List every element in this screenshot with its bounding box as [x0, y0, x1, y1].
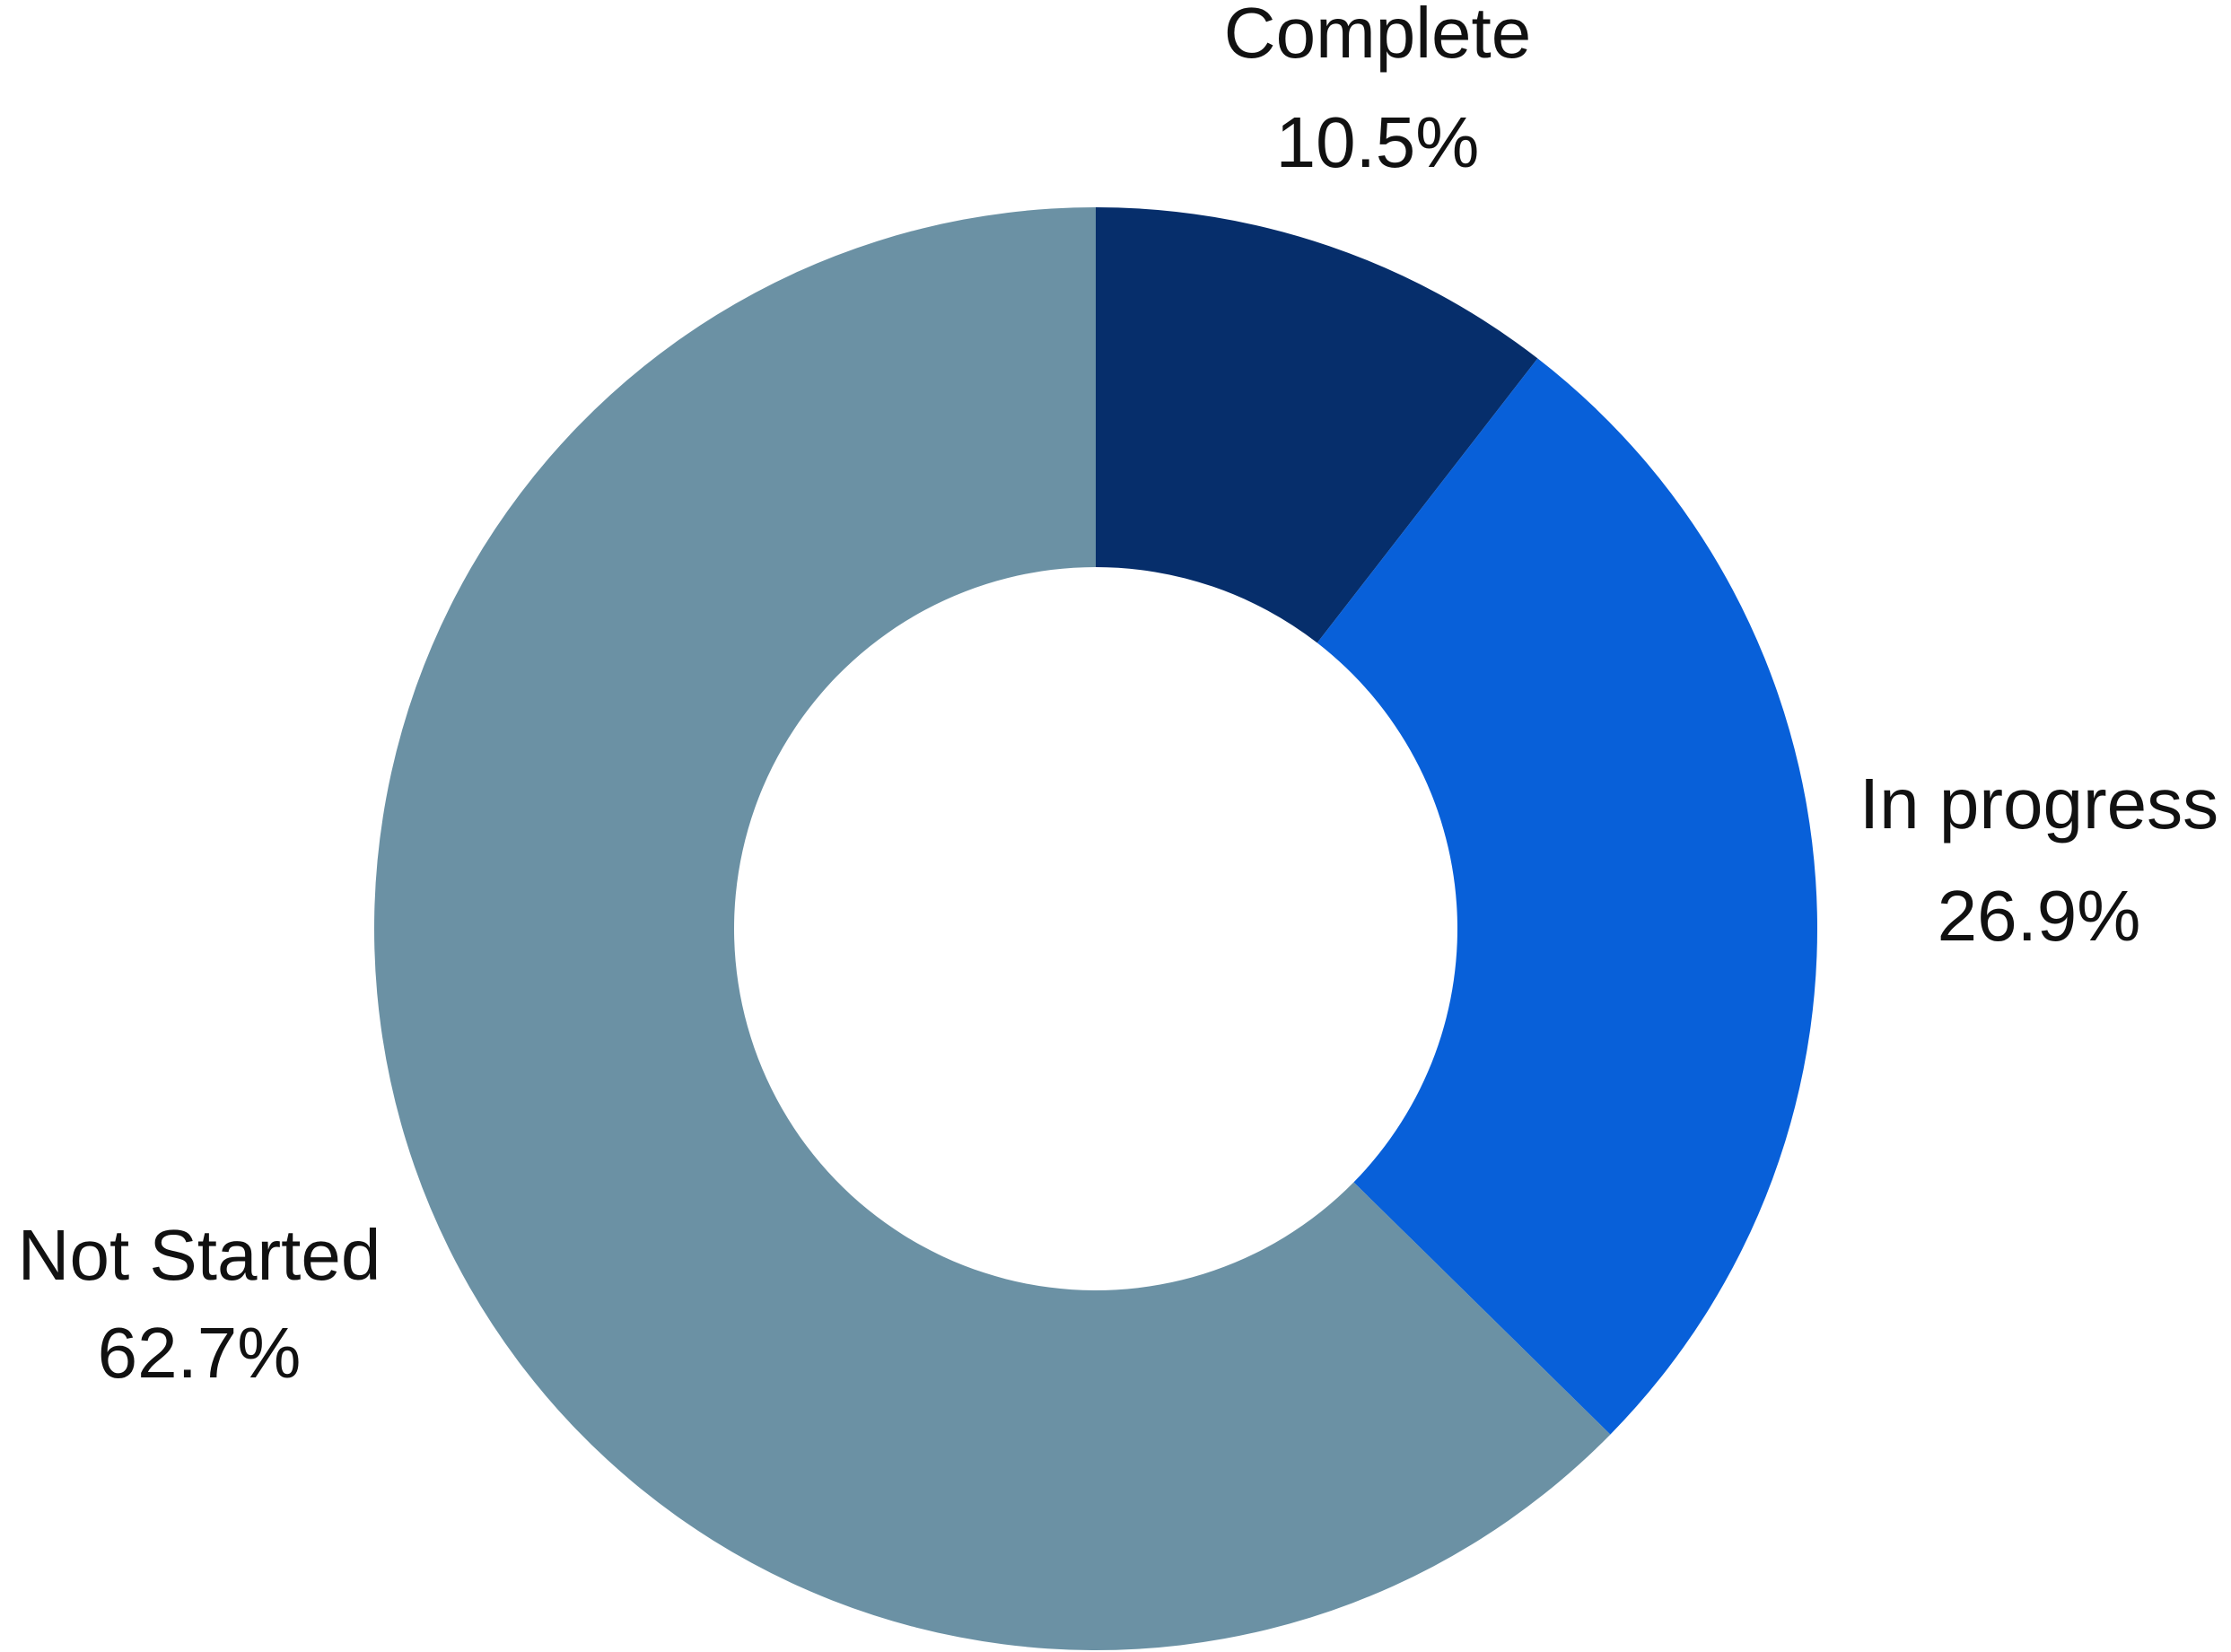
donut-slice: [1317, 358, 1817, 1435]
slice-label: In progress: [1859, 764, 2218, 843]
slice-value-label: 10.5%: [1276, 102, 1480, 182]
slice-label: Not Started: [18, 1215, 381, 1295]
slice-value-label: 62.7%: [98, 1313, 302, 1393]
donut-slice: [373, 207, 1611, 1650]
slice-value-label: 26.9%: [1938, 876, 2141, 956]
donut-slice: [1096, 207, 1538, 643]
slice-label: Complete: [1224, 0, 1531, 73]
